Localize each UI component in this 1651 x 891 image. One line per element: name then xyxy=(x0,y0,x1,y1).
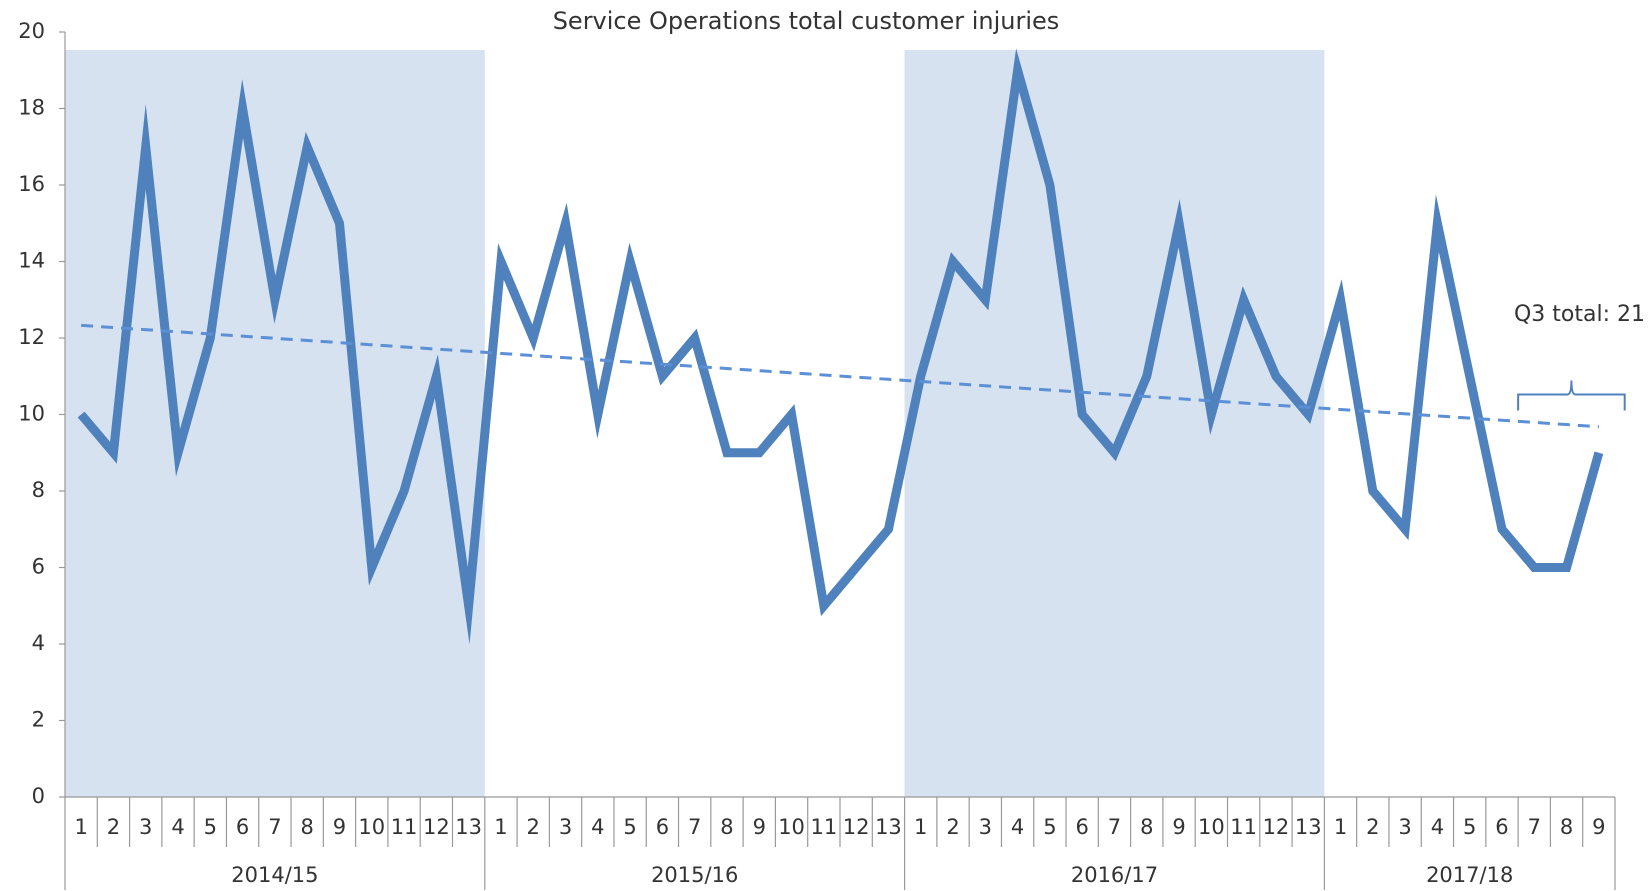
y-tick-label: 4 xyxy=(32,631,45,655)
y-tick-label: 18 xyxy=(18,96,45,120)
group-label: 2015/16 xyxy=(651,863,738,887)
group-label: 2014/15 xyxy=(231,863,318,887)
x-tick-label: 4 xyxy=(1431,815,1444,839)
x-tick-label: 8 xyxy=(720,815,733,839)
x-tick-label: 4 xyxy=(171,815,184,839)
x-tick-label: 12 xyxy=(1263,815,1290,839)
x-tick-label: 3 xyxy=(139,815,152,839)
x-tick-label: 3 xyxy=(559,815,572,839)
x-tick-label: 5 xyxy=(1463,815,1476,839)
x-tick-label: 2 xyxy=(1366,815,1379,839)
annotation-brace xyxy=(1517,380,1626,411)
chart-title: Service Operations total customer injuri… xyxy=(553,7,1060,35)
annotation: Q3 total: 21 xyxy=(1514,302,1645,327)
x-tick-label: 1 xyxy=(1334,815,1347,839)
x-tick-label: 8 xyxy=(301,815,314,839)
x-tick-label: 9 xyxy=(753,815,766,839)
x-tick-label: 1 xyxy=(74,815,87,839)
x-tick-label: 2 xyxy=(527,815,540,839)
x-tick-label: 9 xyxy=(333,815,346,839)
x-tick-label: 9 xyxy=(1592,815,1605,839)
x-tick-label: 9 xyxy=(1172,815,1185,839)
y-tick-label: 16 xyxy=(18,172,45,196)
y-tick-label: 2 xyxy=(32,708,45,732)
x-tick-label: 6 xyxy=(236,815,249,839)
x-tick-label: 8 xyxy=(1140,815,1153,839)
x-tick-label: 5 xyxy=(623,815,636,839)
x-tick-label: 11 xyxy=(391,815,418,839)
group-label: 2017/18 xyxy=(1426,863,1513,887)
x-tick-label: 5 xyxy=(1043,815,1056,839)
x-tick-label: 6 xyxy=(1495,815,1508,839)
x-tick-label: 11 xyxy=(810,815,837,839)
x-tick-label: 1 xyxy=(914,815,927,839)
y-tick-label: 20 xyxy=(18,19,45,43)
y-tick-label: 8 xyxy=(32,478,45,502)
x-tick-label: 6 xyxy=(1076,815,1089,839)
x-tick-label: 4 xyxy=(1011,815,1024,839)
x-tick-label: 7 xyxy=(1108,815,1121,839)
y-tick-label: 0 xyxy=(32,784,45,808)
x-tick-label: 7 xyxy=(268,815,281,839)
x-tick-label: 1 xyxy=(494,815,507,839)
x-tick-label: 10 xyxy=(778,815,805,839)
period-shade xyxy=(904,50,1325,797)
x-tick-label: 10 xyxy=(358,815,385,839)
x-tick-label: 7 xyxy=(1528,815,1541,839)
x-tick-label: 6 xyxy=(656,815,669,839)
x-tick-label: 11 xyxy=(1230,815,1257,839)
x-tick-label: 7 xyxy=(688,815,701,839)
y-tick-label: 14 xyxy=(18,249,45,273)
x-tick-label: 3 xyxy=(979,815,992,839)
x-tick-label: 2 xyxy=(107,815,120,839)
period-shade xyxy=(65,50,485,797)
x-tick-label: 13 xyxy=(1295,815,1322,839)
y-tick-label: 10 xyxy=(18,402,45,426)
y-tick-label: 12 xyxy=(18,325,45,349)
x-tick-label: 4 xyxy=(591,815,604,839)
x-tick-label: 5 xyxy=(204,815,217,839)
x-tick-label: 8 xyxy=(1560,815,1573,839)
x-tick-label: 10 xyxy=(1198,815,1225,839)
data-line xyxy=(77,48,1604,645)
x-tick-label: 12 xyxy=(423,815,450,839)
x-tick-label: 2 xyxy=(946,815,959,839)
x-tick-label: 13 xyxy=(875,815,902,839)
x-tick-label: 13 xyxy=(455,815,482,839)
group-label: 2016/17 xyxy=(1071,863,1158,887)
trend-line xyxy=(81,323,1599,429)
x-tick-label: 12 xyxy=(843,815,870,839)
x-tick-label: 3 xyxy=(1398,815,1411,839)
y-tick-label: 6 xyxy=(32,555,45,579)
